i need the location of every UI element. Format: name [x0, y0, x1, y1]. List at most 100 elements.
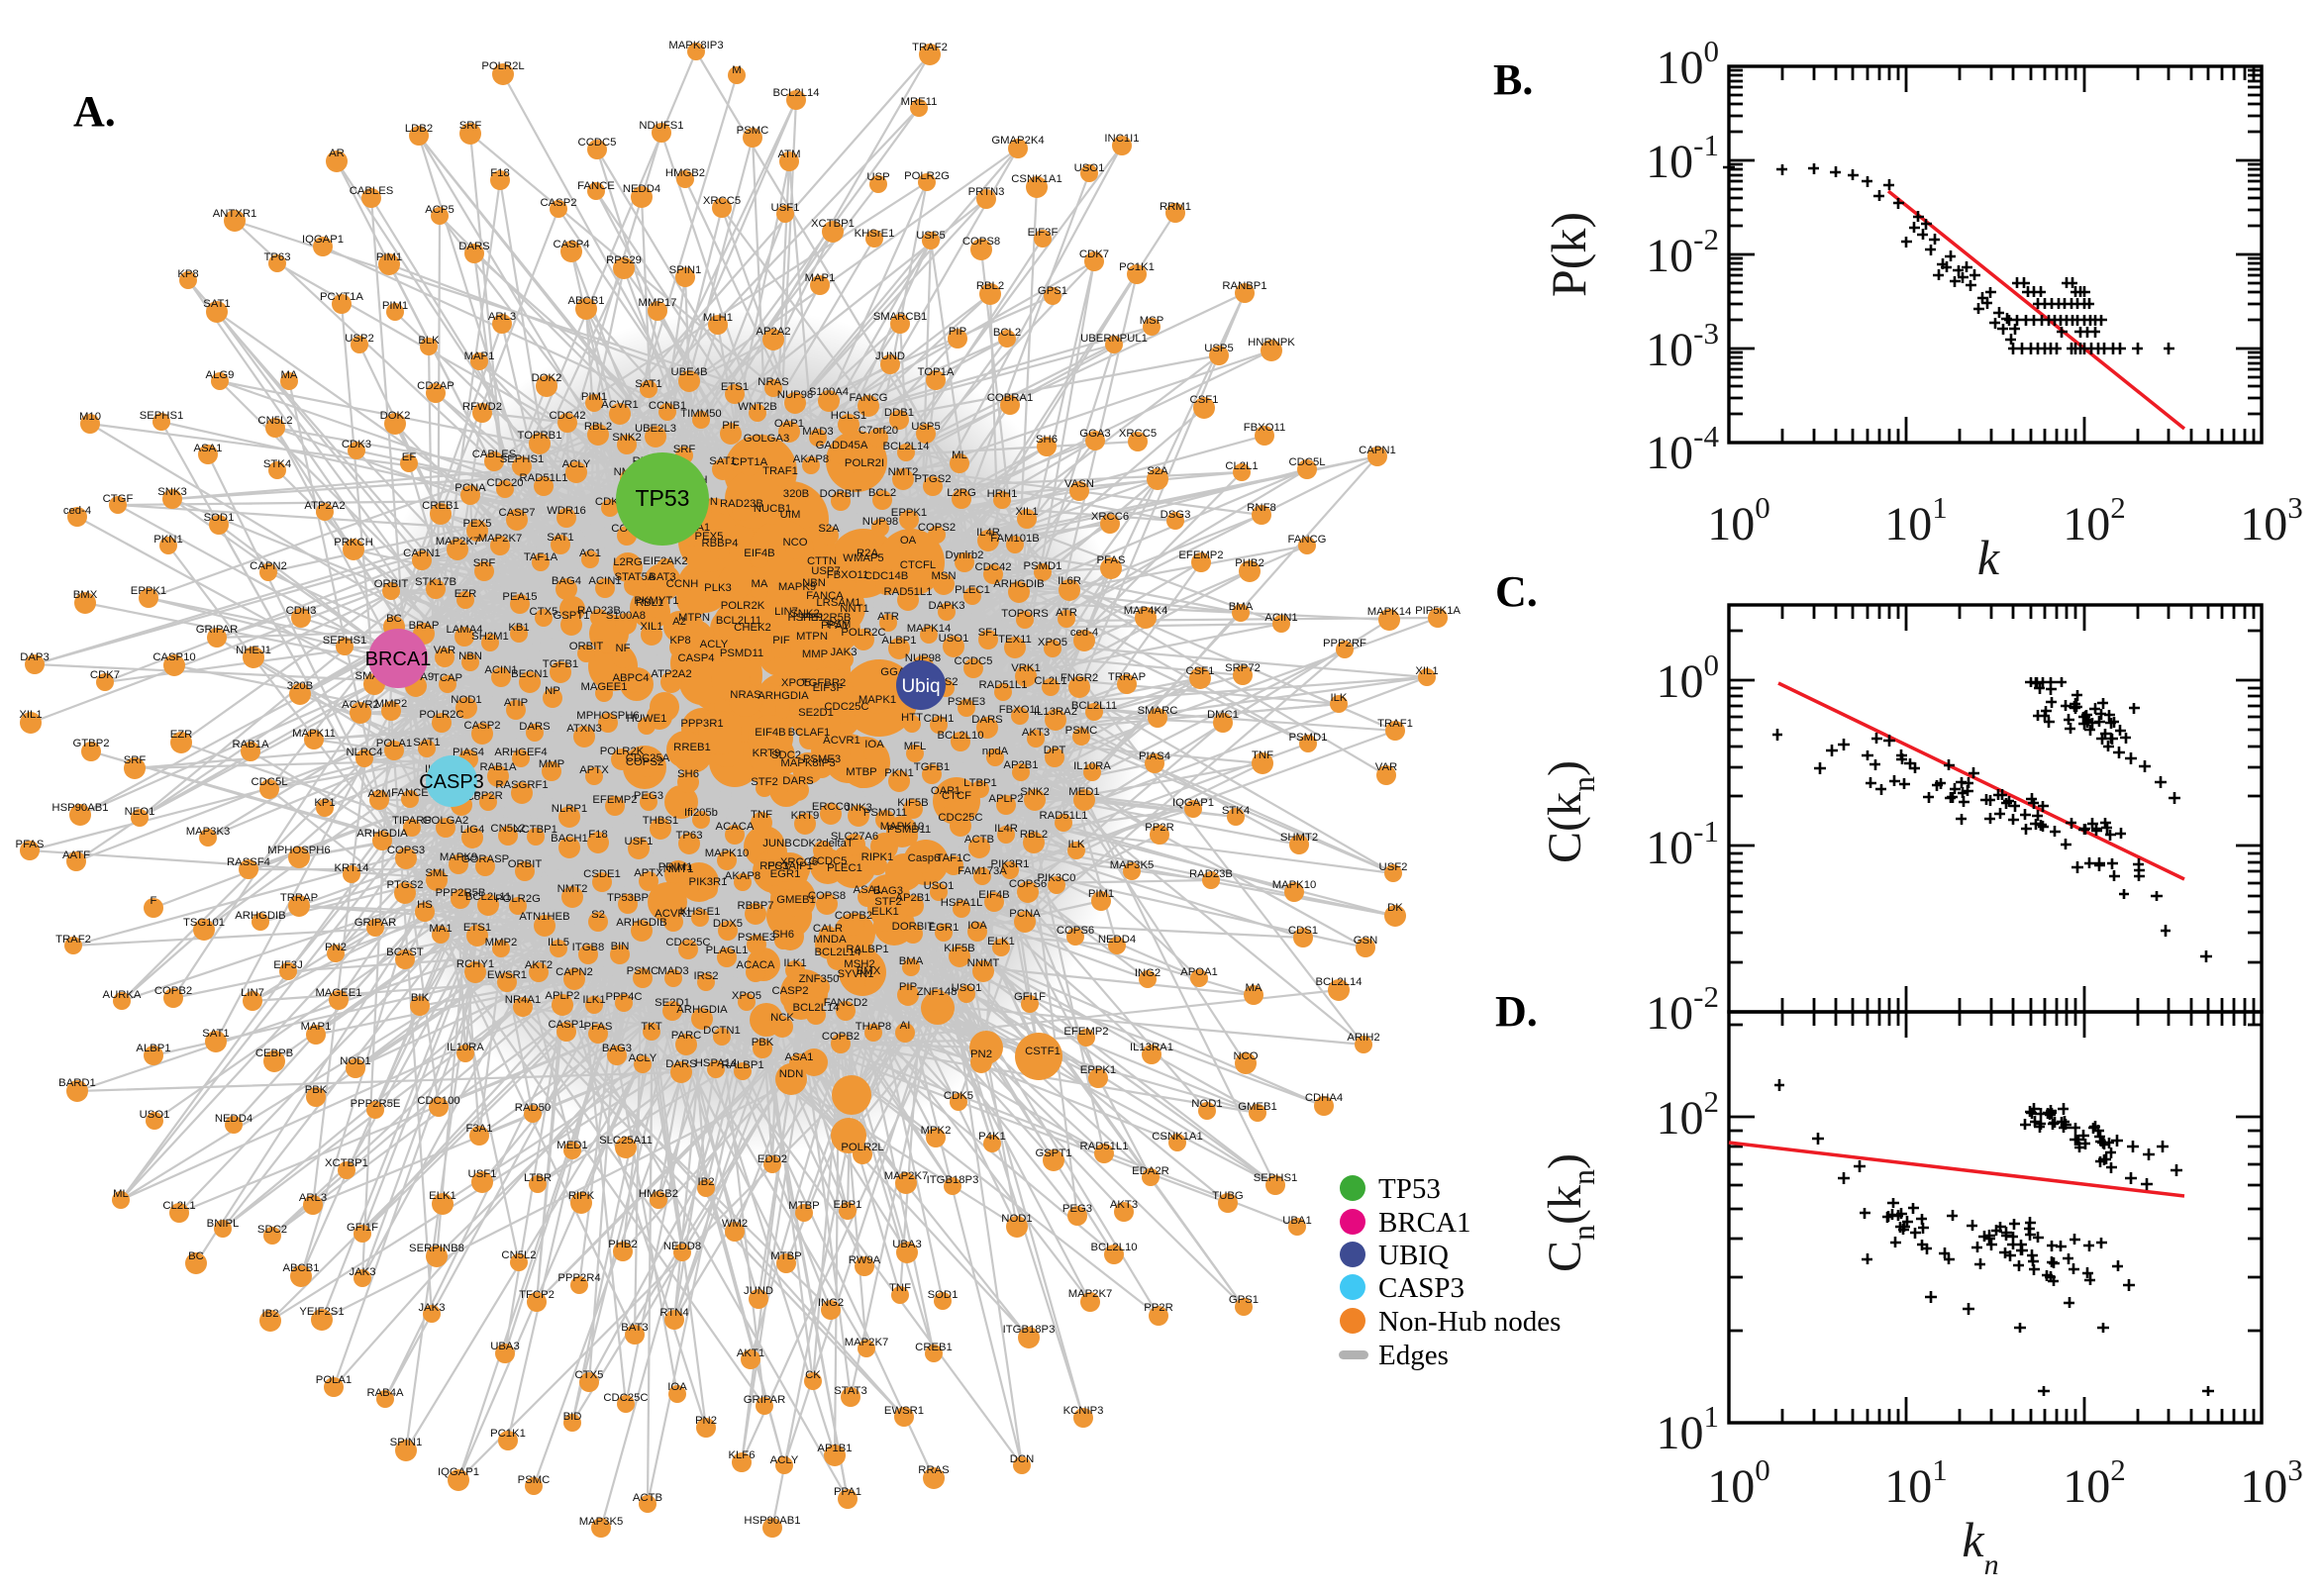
- svg-text:HSPA1L: HSPA1L: [941, 897, 983, 909]
- svg-text:MPK2: MPK2: [921, 1125, 952, 1137]
- svg-text:KP8: KP8: [177, 268, 198, 280]
- svg-text:PPP2RF: PPP2RF: [1323, 638, 1366, 649]
- svg-text:KLF6: KLF6: [728, 1449, 755, 1461]
- svg-text:ACLY: ACLY: [562, 458, 591, 470]
- svg-text:SH2M1: SH2M1: [471, 631, 509, 643]
- svg-text:TGFBR2: TGFBR2: [802, 677, 847, 689]
- svg-text:SH6: SH6: [677, 768, 699, 780]
- svg-text:COPB2: COPB2: [154, 985, 192, 997]
- svg-text:XIL1: XIL1: [1015, 506, 1038, 518]
- svg-text:SPIN1: SPIN1: [390, 1437, 423, 1448]
- svg-text:ACTB: ACTB: [633, 1492, 662, 1504]
- svg-text:GSPT1: GSPT1: [553, 610, 589, 622]
- svg-text:GMEB1: GMEB1: [1238, 1101, 1277, 1113]
- svg-text:CASP3: CASP3: [419, 771, 484, 793]
- svg-text:CDS1: CDS1: [1288, 925, 1318, 937]
- svg-text:DARS: DARS: [971, 714, 1003, 726]
- svg-text:Non-Hub nodes: Non-Hub nodes: [1378, 1306, 1561, 1338]
- svg-text:PIP: PIP: [949, 326, 966, 338]
- svg-text:OAP1: OAP1: [931, 785, 960, 797]
- svg-text:VRK1: VRK1: [1011, 662, 1041, 674]
- svg-text:MAPK9: MAPK9: [440, 851, 477, 863]
- svg-text:EIF2AK2: EIF2AK2: [643, 555, 687, 567]
- svg-text:JUND: JUND: [875, 350, 905, 362]
- svg-text:IOA: IOA: [967, 920, 987, 932]
- svg-text:Ifi205b: Ifi205b: [684, 807, 718, 819]
- svg-text:PSMD11: PSMD11: [720, 648, 763, 659]
- svg-text:RBL1: RBL1: [636, 597, 663, 609]
- svg-text:BAT3: BAT3: [621, 1322, 648, 1334]
- svg-text:CAPN2: CAPN2: [556, 966, 593, 978]
- svg-text:NMT2: NMT2: [557, 883, 588, 895]
- svg-text:VAR: VAR: [434, 645, 455, 656]
- svg-text:MA: MA: [752, 578, 768, 590]
- svg-text:IOA: IOA: [864, 739, 884, 750]
- svg-text:NOD1: NOD1: [1001, 1213, 1032, 1225]
- svg-text:MAPK14: MAPK14: [907, 623, 952, 635]
- svg-text:RRM1: RRM1: [1160, 201, 1191, 213]
- svg-text:Dynlrb2: Dynlrb2: [946, 549, 984, 561]
- svg-text:DCTN1: DCTN1: [703, 1025, 741, 1037]
- svg-text:ATP2A2: ATP2A2: [651, 668, 691, 680]
- svg-text:CCDC5: CCDC5: [578, 137, 617, 149]
- svg-text:CDHA4: CDHA4: [1305, 1092, 1343, 1104]
- svg-text:ASA1: ASA1: [785, 1051, 814, 1063]
- svg-text:ARHGDIB: ARHGDIB: [235, 910, 285, 922]
- svg-text:CSTF1: CSTF1: [1025, 1046, 1060, 1057]
- svg-text:MA: MA: [281, 369, 298, 381]
- svg-text:MAPK8IP3: MAPK8IP3: [668, 40, 723, 51]
- svg-text:PPP3R1: PPP3R1: [680, 718, 723, 730]
- svg-text:PSMC: PSMC: [737, 125, 769, 137]
- svg-text:FNGR2: FNGR2: [1060, 672, 1098, 684]
- svg-text:CAPN2: CAPN2: [250, 560, 287, 572]
- svg-text:CN5L2: CN5L2: [501, 1249, 536, 1261]
- svg-text:npdA: npdA: [982, 746, 1009, 757]
- svg-text:NMT2: NMT2: [888, 466, 919, 478]
- svg-text:SERPINB8: SERPINB8: [409, 1243, 464, 1254]
- svg-text:DMC1: DMC1: [1207, 709, 1239, 721]
- svg-text:AC1: AC1: [579, 548, 601, 559]
- svg-text:FBXO11: FBXO11: [1244, 422, 1286, 434]
- svg-text:IL10RA: IL10RA: [1073, 760, 1111, 772]
- svg-text:NEDD4: NEDD4: [215, 1113, 252, 1125]
- svg-text:P(k): P(k): [1541, 212, 1596, 297]
- svg-text:MAGEE1: MAGEE1: [315, 987, 361, 999]
- svg-text:M10: M10: [79, 411, 101, 423]
- svg-text:STF2: STF2: [751, 776, 778, 788]
- svg-text:100: 100: [1707, 1452, 1770, 1513]
- svg-text:DARS: DARS: [665, 1058, 697, 1070]
- svg-text:ARL3: ARL3: [299, 1192, 327, 1204]
- svg-text:ACP5: ACP5: [425, 204, 454, 216]
- svg-text:101: 101: [1884, 490, 1948, 550]
- svg-text:USP2: USP2: [345, 333, 374, 345]
- svg-text:UIM: UIM: [780, 509, 801, 521]
- svg-text:SAT1: SAT1: [547, 532, 573, 544]
- svg-text:SAT1: SAT1: [203, 298, 230, 310]
- svg-text:RBL2: RBL2: [1020, 829, 1048, 841]
- svg-text:EPPK1: EPPK1: [131, 585, 166, 597]
- svg-text:RIPK1: RIPK1: [861, 851, 894, 863]
- svg-text:USP5: USP5: [911, 421, 941, 433]
- svg-text:SML: SML: [425, 867, 448, 879]
- svg-text:TIPARP: TIPARP: [392, 815, 432, 827]
- svg-text:ITGB18P3: ITGB18P3: [1003, 1324, 1056, 1336]
- svg-text:PSME3: PSME3: [738, 932, 775, 944]
- svg-text:Casp6: Casp6: [908, 852, 941, 864]
- svg-text:UBE4B: UBE4B: [670, 366, 707, 378]
- svg-text:IB2: IB2: [698, 1176, 715, 1188]
- svg-text:MA1: MA1: [429, 923, 452, 935]
- svg-text:USF1: USF1: [468, 1168, 497, 1180]
- svg-text:USP7: USP7: [811, 565, 841, 577]
- svg-text:SNK2: SNK2: [1020, 786, 1050, 798]
- svg-text:EIF3F: EIF3F: [1028, 227, 1059, 239]
- svg-text:F18: F18: [588, 829, 607, 841]
- svg-text:PIP: PIP: [899, 981, 917, 993]
- svg-text:S2: S2: [591, 909, 605, 921]
- svg-text:MAP2K7: MAP2K7: [1068, 1288, 1113, 1300]
- svg-text:TRAF1: TRAF1: [1377, 718, 1413, 730]
- svg-text:ABCB1: ABCB1: [282, 1262, 319, 1274]
- svg-text:PP2R: PP2R: [1145, 822, 1174, 834]
- svg-text:CDC5L: CDC5L: [251, 776, 287, 788]
- svg-text:SEPHS1: SEPHS1: [1254, 1172, 1298, 1184]
- svg-text:EZR: EZR: [170, 729, 193, 741]
